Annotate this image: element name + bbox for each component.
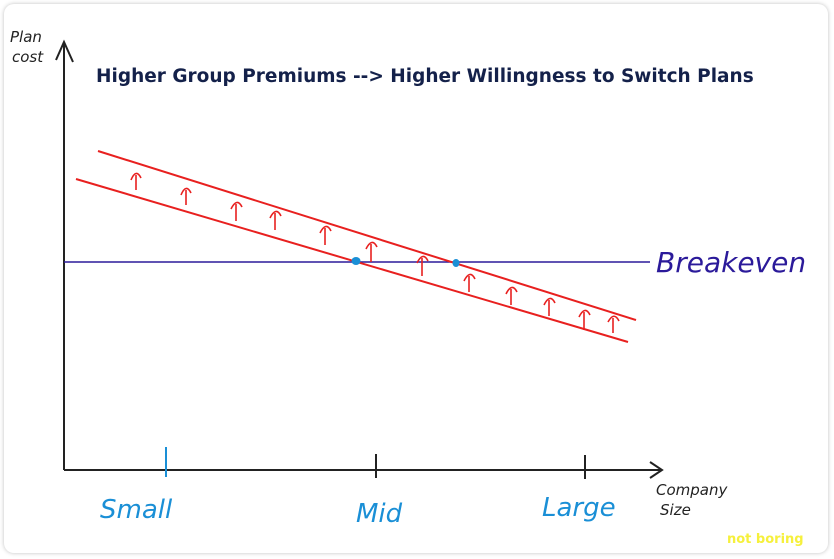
upward-arrows — [130, 172, 620, 333]
up-arrow-icon — [463, 273, 476, 292]
x-axis-label-line1: Company — [656, 481, 728, 499]
breakeven-label: Breakeven — [656, 246, 806, 279]
watermark-logo: not boring — [727, 532, 804, 547]
up-arrow-icon — [543, 297, 556, 316]
y-axis-label-line1: Plan — [10, 28, 42, 46]
higher-cost-line — [97, 150, 637, 321]
up-arrow-icon — [180, 187, 192, 205]
up-arrow-icon — [130, 172, 142, 190]
category-label-mid: Mid — [356, 499, 403, 529]
up-arrow-icon — [578, 309, 591, 330]
intersection-point-higher — [452, 259, 460, 267]
y-axis-label-line2: cost — [12, 48, 44, 66]
diagram-title: Higher Group Premiums --> Higher Willing… — [96, 66, 754, 87]
up-arrow-icon — [319, 225, 332, 245]
category-label-large: Large — [542, 493, 616, 523]
up-arrow-icon — [607, 315, 620, 333]
intersection-point-current — [351, 257, 361, 265]
x-axis-arrowhead — [649, 461, 664, 479]
category-label-small: Small — [100, 495, 173, 525]
y-axis-arrowhead — [55, 39, 74, 63]
up-arrow-icon — [269, 210, 282, 230]
x-axis-label-line2: Size — [660, 501, 691, 519]
up-arrow-icon — [505, 286, 518, 305]
up-arrow-icon — [230, 201, 243, 221]
up-arrow-icon — [365, 241, 378, 262]
up-arrow-icon — [416, 255, 429, 276]
